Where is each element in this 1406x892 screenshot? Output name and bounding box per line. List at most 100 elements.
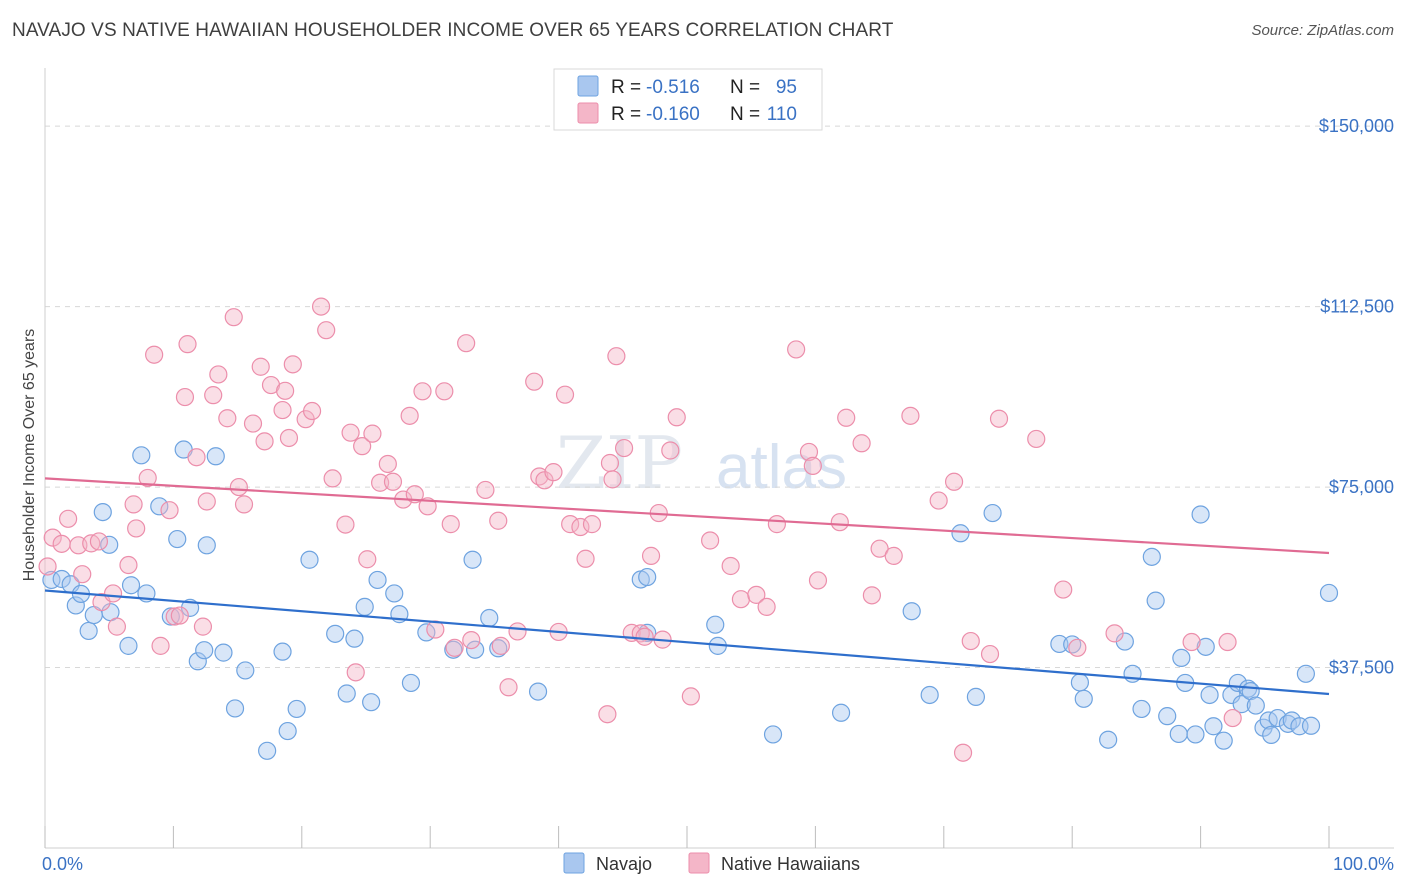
point-1-22 <box>187 448 206 467</box>
point-0-71 <box>1172 648 1191 668</box>
point-0-68 <box>1146 591 1165 610</box>
point-1-0 <box>38 557 57 576</box>
y-axis-label: Householder Income Over 65 years <box>21 329 38 582</box>
point-1-114 <box>980 644 1000 664</box>
point-1-117 <box>1054 580 1073 599</box>
point-1-42 <box>317 321 336 340</box>
point-1-118 <box>1068 638 1087 657</box>
point-1-64 <box>476 480 495 500</box>
point-1-95 <box>731 590 751 609</box>
x-tick-label-min: 0.0% <box>42 854 83 874</box>
point-0-25 <box>236 661 255 680</box>
point-1-28 <box>224 308 243 327</box>
point-1-108 <box>884 546 903 565</box>
point-1-23 <box>193 617 213 636</box>
point-0-21 <box>197 536 216 555</box>
point-1-13 <box>127 519 146 538</box>
point-1-112 <box>953 743 973 762</box>
point-0-36 <box>368 570 387 590</box>
point-1-7 <box>89 532 109 551</box>
point-1-59 <box>435 382 454 401</box>
bottom-legend-label-navajo: Navajo <box>596 854 652 874</box>
axes <box>44 68 1394 849</box>
point-0-67 <box>1142 547 1161 566</box>
y-tick-label-3: $150,000 <box>1319 116 1394 136</box>
point-0-75 <box>1196 637 1215 656</box>
point-0-55 <box>920 685 939 705</box>
chart-title: NAVAJO VS NATIVE HAWAIIAN HOUSEHOLDER IN… <box>12 20 894 41</box>
legend-swatch-navajo <box>577 75 599 97</box>
point-1-68 <box>508 622 527 641</box>
point-1-11 <box>119 555 138 575</box>
point-1-91 <box>667 408 686 427</box>
source-label: Source: ZipAtlas.com <box>1251 22 1394 39</box>
point-0-33 <box>345 629 364 648</box>
legend-r-value-navajo: -0.516 <box>646 77 700 98</box>
point-0-87 <box>1262 725 1281 745</box>
point-0-8 <box>100 535 119 554</box>
point-1-10 <box>107 617 127 636</box>
point-1-43 <box>323 469 342 488</box>
point-1-3 <box>59 509 78 528</box>
point-1-121 <box>1218 632 1237 652</box>
point-1-19 <box>170 606 189 625</box>
point-0-28 <box>278 721 297 741</box>
point-1-25 <box>204 386 223 405</box>
point-1-69 <box>525 372 544 391</box>
legend-n-label-hawaiian: N = <box>730 104 760 125</box>
point-1-40 <box>302 401 322 421</box>
gridlines <box>45 125 1394 669</box>
legend-n-label-navajo: N = <box>730 77 760 98</box>
point-1-78 <box>582 515 602 534</box>
point-1-57 <box>418 497 437 516</box>
point-0-39 <box>401 673 421 693</box>
legend-n-value-navajo: 95 <box>776 77 797 98</box>
legend-frame <box>553 68 823 131</box>
point-1-80 <box>600 453 620 473</box>
bottom-legend-swatch-hawaiian <box>688 852 710 874</box>
point-1-31 <box>243 414 263 433</box>
bottom-legend-label-hawaiian: Native Hawaiians <box>721 854 860 874</box>
series-native-hawaiians <box>38 297 1242 762</box>
legend-r-label-navajo: R = <box>611 77 641 98</box>
point-0-58 <box>983 503 1002 523</box>
point-1-44 <box>336 515 355 534</box>
point-1-113 <box>961 631 980 651</box>
point-1-2 <box>52 534 71 553</box>
point-0-20 <box>195 641 214 660</box>
point-0-29 <box>287 699 306 719</box>
point-1-46 <box>346 663 365 682</box>
point-1-62 <box>457 334 476 353</box>
point-1-75 <box>561 515 580 534</box>
point-0-66 <box>1132 699 1151 719</box>
point-1-50 <box>371 473 390 492</box>
point-1-52 <box>383 472 403 491</box>
point-1-74 <box>555 385 575 404</box>
y-tick-labels: $37,500 $75,000 $112,500 $150,000 <box>1319 116 1394 677</box>
point-0-43 <box>466 640 485 659</box>
point-0-52 <box>763 725 783 744</box>
point-1-109 <box>901 406 920 425</box>
point-0-42 <box>463 550 482 569</box>
point-1-30 <box>234 495 254 514</box>
point-0-44 <box>480 608 499 628</box>
point-1-65 <box>489 511 508 530</box>
point-0-63 <box>1099 730 1118 749</box>
point-0-30 <box>300 550 319 569</box>
point-1-106 <box>862 586 881 605</box>
legend-r-label-hawaiian: R = <box>611 104 641 125</box>
point-0-69 <box>1158 707 1177 726</box>
point-1-82 <box>607 347 626 366</box>
point-0-1 <box>52 569 71 589</box>
legend-box: R = -0.516 N = 95 R = -0.160 N = 110 <box>553 68 823 131</box>
point-0-10 <box>119 636 138 655</box>
point-1-100 <box>799 442 819 462</box>
point-1-21 <box>178 335 197 354</box>
point-1-115 <box>989 409 1009 428</box>
point-0-59 <box>1050 634 1069 654</box>
point-0-76 <box>1200 685 1219 705</box>
point-1-105 <box>852 434 871 453</box>
trend-lines <box>44 477 1330 696</box>
point-1-98 <box>767 515 786 534</box>
point-1-120 <box>1182 632 1201 652</box>
